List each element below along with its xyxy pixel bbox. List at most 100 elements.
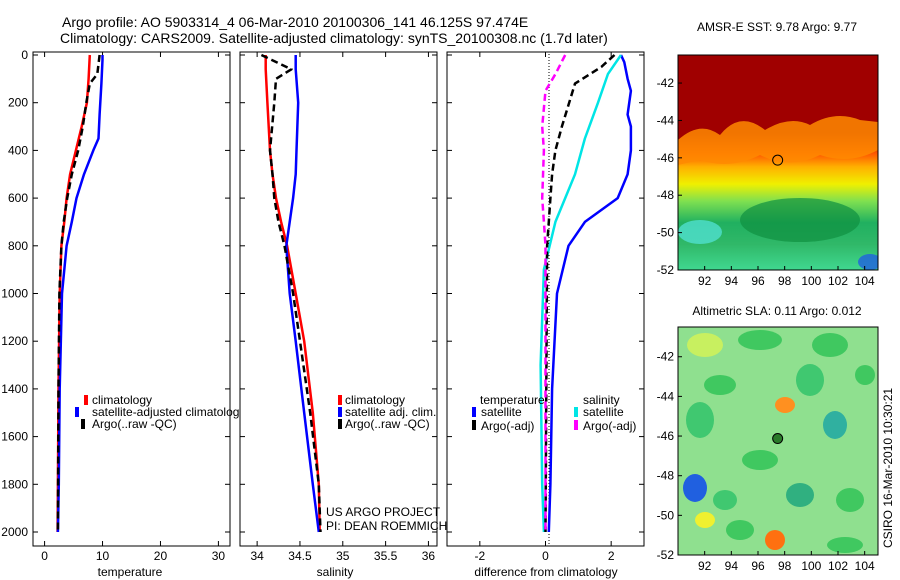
map-x-tick-label: 94 [725,274,739,288]
legend-label-climatology-sal: climatology [345,393,405,407]
salinity-profile-panel: 34 34.5 35 35.5 36 salinity climatology sate… [239,51,447,579]
sla-eddy [827,537,863,553]
sla-eddy [812,333,848,357]
x-tick-label: 0 [542,549,549,563]
difference-xlabel: difference from climatology [474,565,617,579]
sla-map-panel: Altimetric SLA: 0.11 Argo: 0.012 92 94 96 9… [657,304,879,573]
legend-swatch-sal-satellite [574,407,578,417]
y-tick-label: 1800 [1,477,28,491]
map-x-tick-label: 104 [855,274,875,288]
sla-map-frame [677,326,879,556]
map-x-tick-label: 98 [778,559,792,573]
legend-label-argo: Argo(..raw -QC) [92,417,177,431]
series-line-argo-raw-qc- [260,53,322,533]
sla-eddy [687,333,723,357]
y-tick-label: 1600 [1,430,28,444]
sst-map-title: AMSR-E SST: 9.78 Argo: 9.77 [697,20,857,34]
map-y-tick-label: -48 [657,188,675,202]
series-line-temperature-argo-adj- [544,54,616,533]
series-line-salinity-argo-adj- [540,54,567,532]
legend-swatch-temp-satellite [472,407,476,417]
map-x-tick-label: 102 [828,559,848,573]
map-y-tick-label: -50 [657,226,675,240]
temperature-legend: climatology satellite-adjusted climatolo… [75,393,245,431]
x-tick-label: 36 [422,549,436,563]
map-x-tick-label: 92 [698,559,712,573]
series-line-satellite-adjusted-climatology [56,55,104,533]
x-tick-label: 30 [212,549,226,563]
figure-title-line1: Argo profile: AO 5903314_4 06-Mar-2010 2… [62,14,528,30]
temperature-profile-panel: 0 200 400 600 800 1000 1200 1400 1600 1800 2000 0 10… [1,48,245,579]
x-tick-label: 35 [336,549,350,563]
difference-legend: temperature satellite Argo(-adj) salinit… [472,393,636,433]
sla-map-title: Altimetric SLA: 0.11 Argo: 0.012 [692,304,862,318]
temperature-axes-box [32,51,231,547]
legend-swatch-argo-sal [338,419,342,429]
map-y-tick-label: -44 [657,113,675,127]
sla-argo-marker [772,433,784,445]
figure-title-line2: Climatology: CARS2009. Satellite-adjuste… [60,30,608,46]
difference-profile-panel: -2 0 2 difference from climatology tempera… [446,51,645,579]
sla-eddy [695,512,715,528]
x-tick-label: 2 [608,549,615,563]
credit-line2: PI: DEAN ROEMMICH [326,519,447,533]
series-line-salinity-satellite [539,54,623,533]
y-tick-label: 800 [8,239,28,253]
x-tick-label: 35.5 [374,549,398,563]
map-y-tick-label: -50 [657,508,675,522]
map-x-tick-label: 104 [855,559,875,573]
sst-map-panel: AMSR-E SST: 9.78 Argo: 9.77 92 94 96 98 100 1… [657,20,879,288]
x-tick-label: 20 [154,549,168,563]
map-x-tick-label: 100 [801,559,821,573]
x-tick-label: 34 [250,549,264,563]
legend-title-salinity: salinity [583,393,620,407]
legend-swatch-satellite-sal [338,407,342,417]
series-line-temperature-satellite [547,54,633,533]
salinity-legend: climatology satellite adj. clim. Argo(..… [338,393,436,431]
legend-swatch-sal-argo [574,420,578,430]
sst-blue-patch [858,254,878,270]
y-tick-label: 1400 [1,382,28,396]
sla-eddy [726,520,754,540]
x-tick-label: 0 [41,549,48,563]
legend-title-temperature: temperature [480,393,545,407]
sst-cyan-patch [678,220,722,244]
map-y-tick-label: -48 [657,469,675,483]
legend-swatch-satellite-adjusted [75,407,79,417]
sst-cold-patch [740,198,860,242]
x-tick-label: 34.5 [288,549,312,563]
temperature-xlabel: temperature [98,565,163,579]
legend-label-satellite-adjusted: satellite-adjusted climatology [92,405,245,419]
salinity-xlabel: salinity [317,565,354,579]
legend-label-climatology: climatology [92,393,152,407]
legend-label-temp-argo: Argo(-adj) [481,419,534,433]
sla-eddy [683,474,707,502]
y-tick-label: 600 [8,191,28,205]
legend-label-argo-sal: Argo(..raw -QC) [345,417,430,431]
credit-line1: US ARGO PROJECT [326,505,441,519]
map-x-tick-label: 102 [828,274,848,288]
sst-argo-marker [772,154,784,166]
series-line-climatology [264,55,321,533]
map-x-tick-label: 94 [725,559,739,573]
y-tick-label: 1200 [1,334,28,348]
sla-eddy [738,330,782,350]
y-tick-label: 1000 [1,287,28,301]
series-line-satellite-adj-clim- [285,55,321,533]
sla-eddy [713,490,737,510]
legend-label-temp-satellite: satellite [481,405,522,419]
sla-eddy [775,397,795,413]
legend-swatch-argo [81,419,85,429]
sla-eddy [686,402,714,438]
sst-orange-band [678,116,878,165]
legend-swatch-climatology-sal [338,395,342,405]
map-x-tick-label: 96 [751,274,765,288]
sla-eddy [786,483,814,507]
sla-eddy [836,488,864,512]
legend-label-sal-satellite: satellite [583,405,624,419]
sst-warm-front [678,55,878,140]
map-x-tick-label: 92 [698,274,712,288]
legend-swatch-climatology [84,395,88,405]
legend-label-satellite-sal: satellite adj. clim. [345,405,436,419]
map-y-tick-label: -52 [657,263,675,277]
